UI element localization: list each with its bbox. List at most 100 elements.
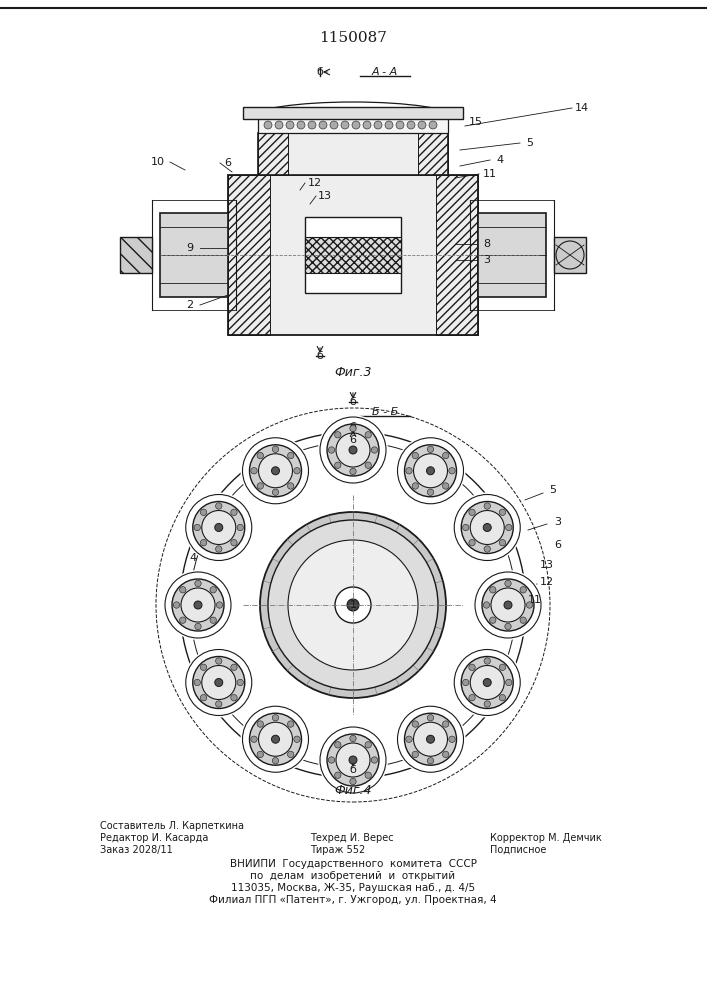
Circle shape — [404, 713, 457, 765]
Bar — [554, 237, 586, 273]
Bar — [228, 175, 270, 335]
Text: 13: 13 — [540, 560, 554, 570]
Text: Фиг.4: Фиг.4 — [334, 784, 372, 796]
Circle shape — [371, 447, 378, 453]
Circle shape — [483, 678, 491, 686]
Circle shape — [469, 540, 475, 546]
Circle shape — [334, 462, 341, 468]
Text: б: б — [317, 351, 323, 361]
Text: 12: 12 — [540, 577, 554, 587]
Circle shape — [294, 468, 300, 474]
Text: б: б — [349, 397, 356, 407]
Circle shape — [350, 778, 356, 785]
Circle shape — [286, 121, 294, 129]
Circle shape — [506, 524, 512, 531]
Text: 6: 6 — [554, 540, 561, 550]
Circle shape — [484, 503, 491, 509]
Circle shape — [427, 715, 433, 721]
Circle shape — [272, 758, 279, 764]
Circle shape — [350, 425, 356, 432]
Bar — [228, 175, 478, 335]
Circle shape — [443, 483, 449, 489]
Circle shape — [499, 509, 506, 515]
Circle shape — [288, 751, 294, 758]
Text: 1: 1 — [349, 600, 356, 610]
Circle shape — [328, 447, 334, 453]
Bar — [243, 107, 463, 119]
Circle shape — [272, 715, 279, 721]
Circle shape — [184, 648, 254, 718]
Text: 1150087: 1150087 — [319, 31, 387, 45]
Circle shape — [349, 446, 357, 454]
Circle shape — [288, 452, 294, 459]
Circle shape — [374, 121, 382, 129]
Circle shape — [499, 695, 506, 701]
Circle shape — [365, 432, 371, 438]
Bar — [305, 217, 401, 293]
Circle shape — [371, 757, 378, 763]
Bar — [418, 133, 448, 175]
Circle shape — [461, 656, 513, 708]
Text: 11: 11 — [528, 595, 542, 605]
Circle shape — [504, 601, 512, 609]
Circle shape — [452, 492, 522, 562]
Text: б: б — [349, 422, 356, 432]
Circle shape — [173, 602, 180, 608]
Circle shape — [288, 721, 294, 727]
Circle shape — [491, 588, 525, 622]
Circle shape — [216, 658, 222, 664]
Circle shape — [180, 587, 186, 593]
Circle shape — [271, 467, 279, 475]
Circle shape — [462, 679, 469, 686]
Circle shape — [484, 602, 490, 608]
Circle shape — [505, 623, 511, 630]
Circle shape — [275, 121, 283, 129]
Text: ВНИИПИ  Государственного  комитета  СССР: ВНИИПИ Государственного комитета СССР — [230, 859, 477, 869]
Circle shape — [230, 695, 237, 701]
Text: 113035, Москва, Ж-35, Раушская наб., д. 4/5: 113035, Москва, Ж-35, Раушская наб., д. … — [231, 883, 475, 893]
Circle shape — [427, 489, 433, 495]
Circle shape — [259, 454, 293, 488]
Circle shape — [427, 446, 433, 452]
Bar — [160, 213, 228, 297]
Bar — [258, 133, 288, 175]
Text: 2: 2 — [187, 300, 194, 310]
Text: 12: 12 — [308, 178, 322, 188]
Circle shape — [259, 722, 293, 756]
Circle shape — [426, 467, 435, 475]
Text: б: б — [317, 67, 323, 77]
Circle shape — [334, 772, 341, 778]
Circle shape — [215, 678, 223, 686]
Text: Составитель Л. Карпеткина: Составитель Л. Карпеткина — [100, 821, 244, 831]
Circle shape — [334, 742, 341, 748]
Bar — [478, 213, 546, 297]
Text: 4: 4 — [496, 155, 503, 165]
Circle shape — [470, 510, 504, 544]
Circle shape — [264, 121, 272, 129]
Circle shape — [230, 664, 237, 670]
Text: 10: 10 — [151, 157, 165, 167]
Text: 13: 13 — [318, 191, 332, 201]
Circle shape — [251, 468, 257, 474]
Circle shape — [237, 679, 243, 686]
Circle shape — [193, 502, 245, 554]
Circle shape — [272, 489, 279, 495]
Circle shape — [484, 701, 491, 707]
Circle shape — [268, 520, 438, 690]
Circle shape — [385, 121, 393, 129]
Circle shape — [341, 121, 349, 129]
Circle shape — [260, 512, 446, 698]
Circle shape — [184, 492, 254, 562]
Circle shape — [195, 623, 201, 630]
Circle shape — [449, 736, 455, 742]
Circle shape — [319, 121, 327, 129]
Text: 6: 6 — [349, 435, 356, 445]
Text: 6: 6 — [225, 158, 231, 168]
Circle shape — [334, 432, 341, 438]
Text: 14: 14 — [575, 103, 589, 113]
Circle shape — [365, 772, 371, 778]
Circle shape — [250, 713, 301, 765]
Circle shape — [412, 721, 419, 727]
Circle shape — [251, 736, 257, 742]
Circle shape — [443, 751, 449, 758]
